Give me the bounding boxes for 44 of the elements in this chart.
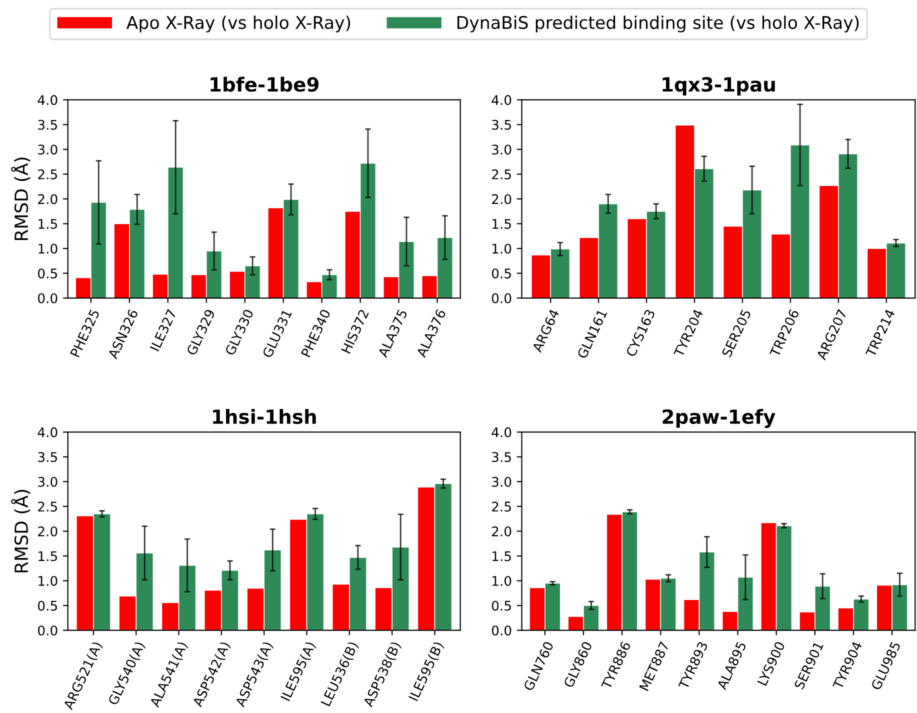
legend-label: DynaBiS predicted binding site (vs holo X-Ray): [457, 16, 859, 32]
y-tick-label: 1.0: [492, 576, 512, 586]
y-tick-label: 0.0: [492, 293, 512, 304]
chart-title: 2paw-1efy: [662, 408, 776, 428]
y-tick-label: 1.0: [38, 244, 58, 254]
y-tick-label: 2.0: [38, 194, 58, 204]
y-tick-label: 4.0: [492, 427, 512, 438]
y-tick-label: 3.0: [38, 144, 58, 155]
y-tick-label: 0.5: [492, 268, 511, 278]
y-tick-label: 1.5: [492, 551, 511, 562]
y-tick-label: 1.5: [38, 551, 57, 562]
y-tick-label: 2.0: [492, 194, 512, 204]
y-tick-label: 0.0: [38, 293, 58, 304]
y-tick-label: 1.5: [38, 219, 57, 229]
y-tick-label: 4.0: [38, 95, 58, 106]
y-tick-label: 2.0: [492, 526, 512, 536]
y-tick-label: 0.5: [38, 600, 57, 611]
y-tick-label: 1.5: [492, 219, 511, 229]
y-axis-title: RMSD (Å): [11, 158, 30, 240]
y-tick-label: 2.5: [38, 502, 57, 512]
chart-title: 1qx3-1pau: [662, 77, 775, 96]
y-tick-label: 4.0: [38, 427, 58, 438]
y-tick-label: 2.5: [492, 502, 511, 512]
legend-label: Apo X-Ray (vs holo X-Ray): [126, 16, 350, 32]
y-tick-label: 0.5: [492, 600, 511, 611]
y-tick-label: 3.5: [38, 120, 57, 130]
y-tick-label: 0.0: [492, 626, 512, 636]
y-tick-label: 0.0: [38, 626, 58, 636]
y-tick-label: 3.0: [38, 476, 58, 487]
y-tick-label: 3.5: [492, 120, 511, 130]
y-tick-label: 2.5: [492, 169, 511, 180]
y-tick-label: 3.0: [492, 476, 512, 487]
y-tick-label: 2.5: [38, 169, 57, 180]
chart-title: 1bfe-1be9: [210, 76, 319, 92]
chart-title: 1hsi-1hsh: [213, 408, 316, 424]
y-tick-label: 0.5: [38, 268, 57, 278]
y-tick-label: 1.0: [492, 244, 512, 254]
y-tick-label: 3.0: [492, 144, 512, 155]
y-tick-label: 1.0: [38, 576, 58, 586]
y-tick-label: 4.0: [492, 95, 512, 106]
y-tick-label: 3.5: [38, 452, 57, 462]
y-tick-label: 2.0: [38, 526, 58, 536]
y-tick-label: 3.5: [492, 452, 511, 462]
y-axis-title: RMSD (Å): [11, 490, 30, 572]
